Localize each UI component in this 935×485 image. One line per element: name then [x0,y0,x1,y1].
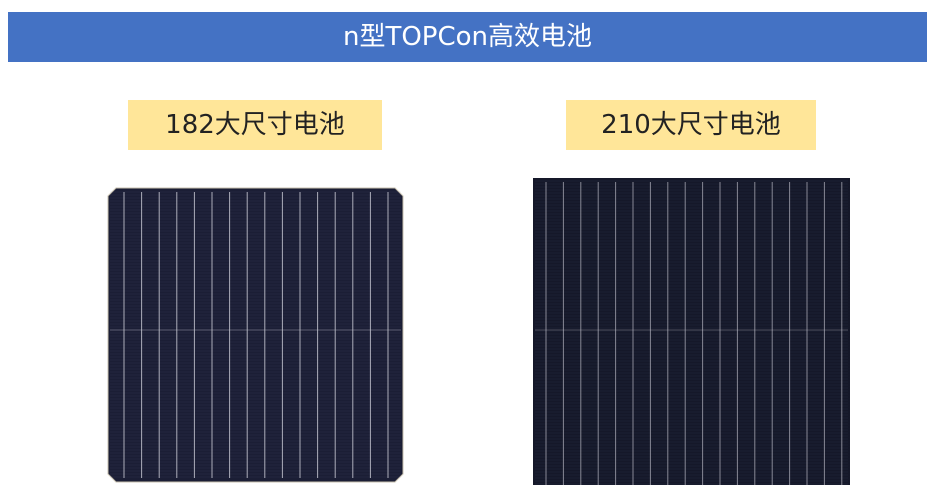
solar-cell-210 [533,178,850,485]
solar-cell-182 [107,187,404,483]
cell-grid [110,180,848,485]
cell-label: 210大尺寸电池 [566,100,816,150]
cell-label: 182大尺寸电池 [128,100,382,150]
title-bar: n型TOPCon高效电池 [8,12,927,62]
